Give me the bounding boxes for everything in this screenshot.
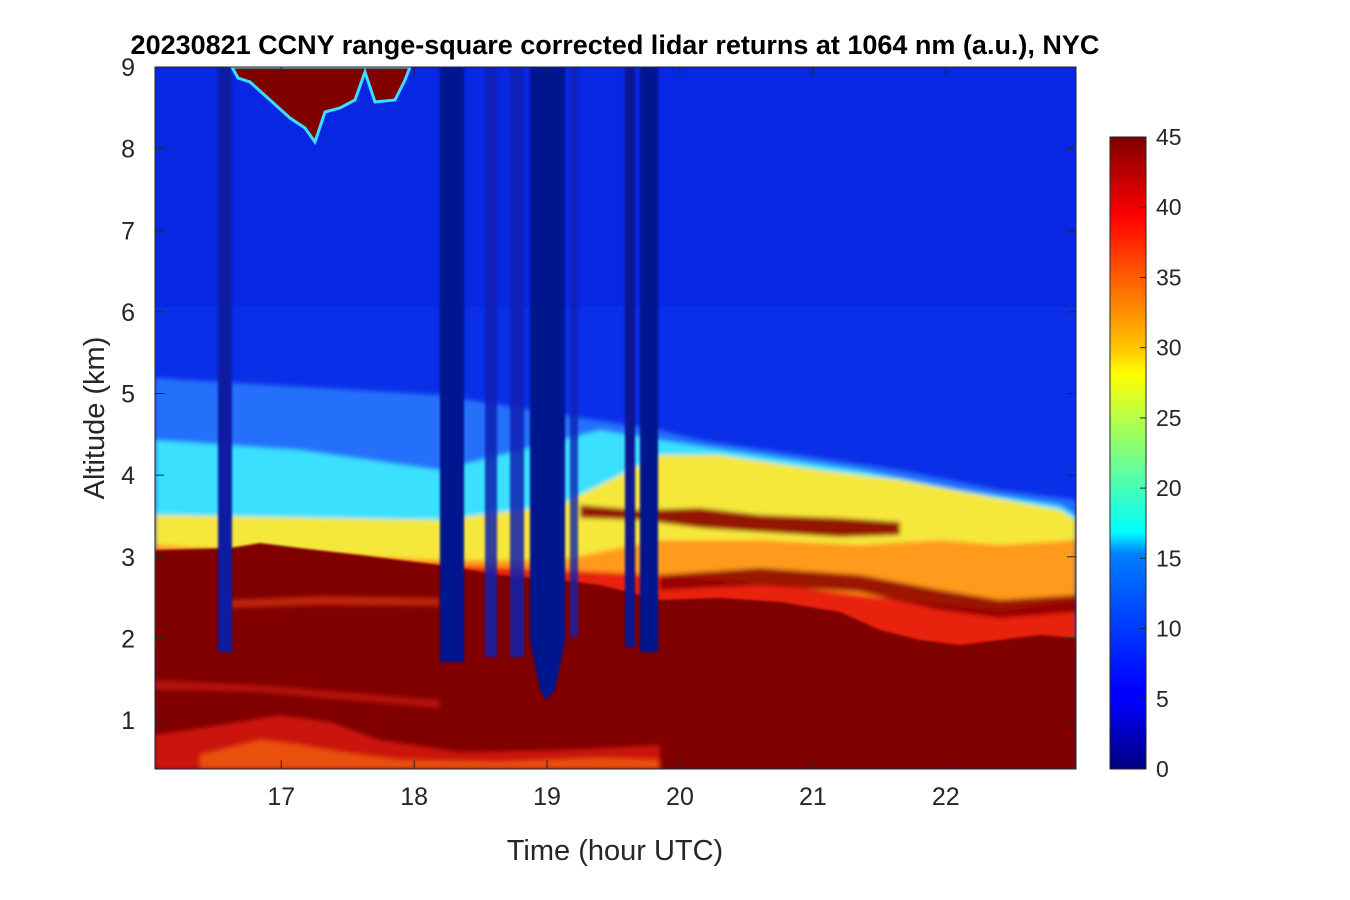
y-tick-label: 1 [121,707,135,735]
colorbar-tick-label: 35 [1156,264,1182,290]
dropout-4 [510,67,524,657]
colorbar-tick-label: 0 [1156,756,1169,782]
y-axis-ticks: 1 2 3 4 5 6 7 8 9 [121,54,1076,735]
y-tick-label: 2 [121,625,135,653]
dropout-6 [625,67,635,647]
y-tick-label: 6 [121,299,135,327]
y-tick-label: 9 [121,54,135,82]
x-tick-label: 20 [666,783,694,811]
dark-red-streak-upper [580,505,900,537]
near-surface-returns [155,596,660,769]
mid-level-streak [230,596,440,608]
dropout-7 [640,67,658,652]
dropout-8 [570,67,578,637]
dropout-1 [218,67,232,652]
residual-layer-streak [155,680,440,708]
dark-red-streak-lower [660,568,1076,618]
x-axis-label: Time (hour UTC) [507,835,723,867]
colorbar [1109,136,1147,770]
colorbar-tick-label: 20 [1156,475,1182,501]
x-tick-label: 21 [799,783,827,811]
dropout-3 [485,67,497,657]
colorbar-tick-label: 5 [1156,686,1169,712]
cirrus-cloud [230,67,412,146]
y-tick-label: 8 [121,136,135,164]
colorbar-tick-label: 40 [1156,194,1182,220]
surface-orange-band [200,740,660,769]
y-axis-label: Altitude (km) [79,337,111,500]
plot-frame [154,66,1077,770]
signal-dropouts [218,67,658,700]
x-tick-label: 19 [533,783,561,811]
colorbar-tick-label: 25 [1156,405,1182,431]
colorbar-tick-label: 10 [1156,616,1182,642]
dropout-2 [440,67,464,662]
colorbar-tick-label: 15 [1156,545,1182,571]
colorbar-tick-label: 45 [1156,124,1182,150]
colorbar-tick-label: 30 [1156,335,1182,361]
y-tick-label: 4 [121,462,135,490]
x-tick-label: 18 [400,783,428,811]
dropout-5 [530,67,565,700]
x-tick-label: 22 [932,783,960,811]
y-tick-label: 7 [121,217,135,245]
chart-title: 20230821 CCNY range-square corrected lid… [131,30,1100,60]
x-tick-label: 17 [267,783,295,811]
y-tick-label: 3 [121,544,135,572]
heatmap-image [155,67,1076,769]
colorbar-ticks: 0 5 10 15 20 25 30 35 40 45 [1140,124,1182,782]
x-axis-ticks: 17 18 19 20 21 22 [267,67,960,811]
y-tick-label: 5 [121,381,135,409]
